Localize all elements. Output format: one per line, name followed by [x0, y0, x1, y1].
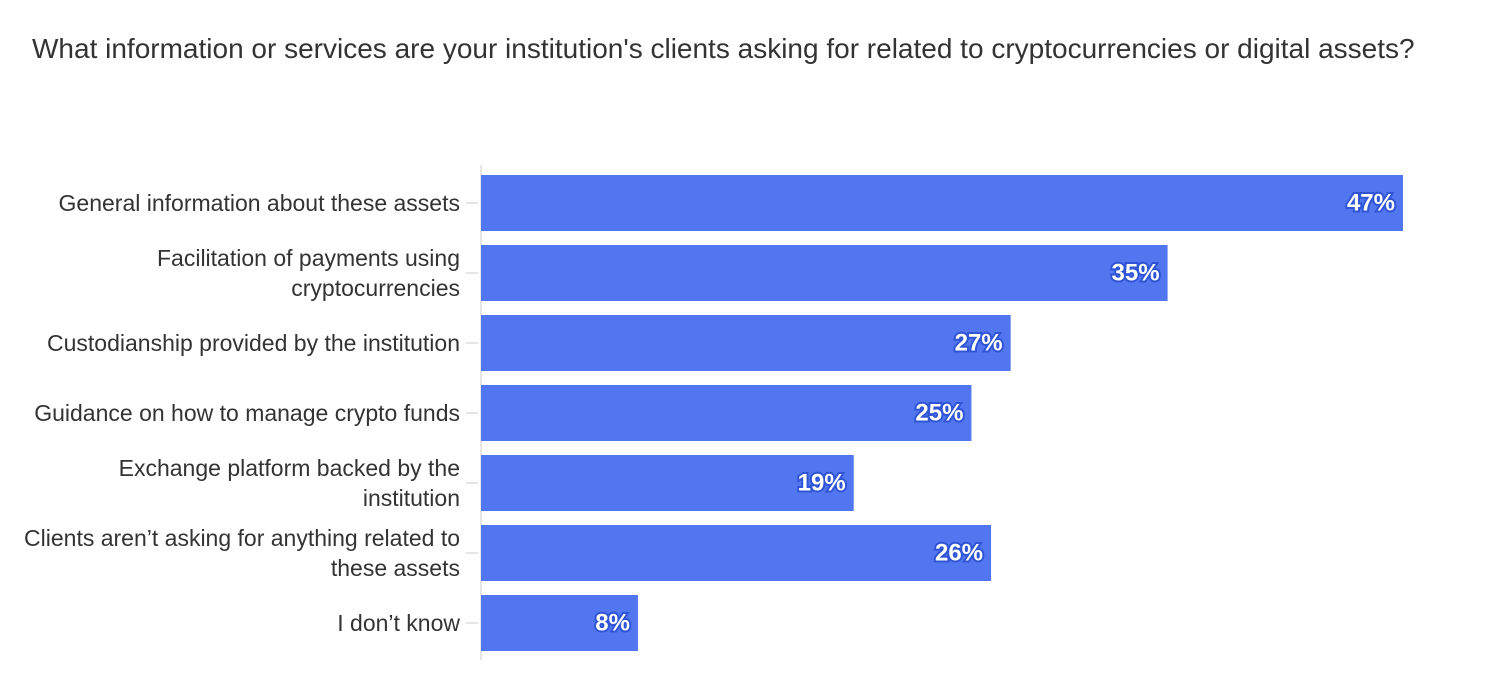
value-label: 35% [1112, 259, 1160, 286]
bar [481, 315, 1011, 371]
category-label: General information about these assets [58, 190, 460, 216]
bar [481, 455, 854, 511]
category-label: I don’t know [337, 610, 460, 636]
value-label: 19% [798, 469, 846, 496]
bar [481, 245, 1168, 301]
value-label: 27% [955, 329, 1003, 356]
category-label: Facilitation of payments using cryptocur… [157, 245, 460, 301]
value-label: 47% [1347, 189, 1395, 216]
value-label: 26% [935, 539, 983, 566]
category-label: Custodianship provided by the institutio… [47, 330, 460, 356]
bar [481, 595, 638, 651]
bar [481, 175, 1403, 231]
category-label: Clients aren’t asking for anything relat… [24, 525, 460, 581]
category-label: Guidance on how to manage crypto funds [34, 400, 460, 426]
value-label: 8% [595, 609, 630, 636]
bar [481, 525, 992, 581]
value-label: 25% [915, 399, 963, 426]
category-label: Exchange platform backed by the institut… [118, 455, 460, 511]
bar [481, 385, 972, 441]
chart-title: What information or services are your in… [32, 33, 1415, 64]
